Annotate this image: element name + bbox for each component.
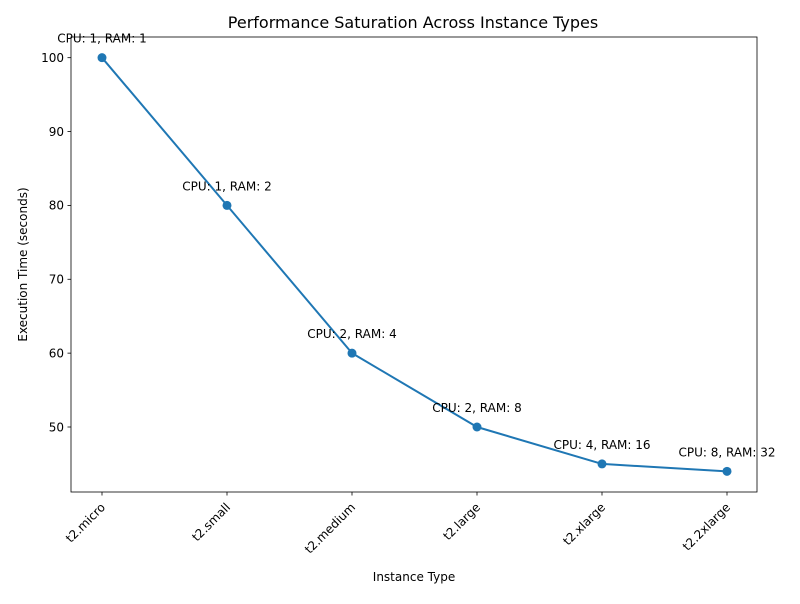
- y-tick-label: 100: [41, 51, 64, 65]
- point-annotation: CPU: 2, RAM: 8: [432, 401, 521, 415]
- y-tick-label: 60: [49, 346, 64, 360]
- data-point-marker: [722, 466, 732, 476]
- y-axis-ticks: 50 60 70 80 90 100: [41, 51, 71, 434]
- point-annotation: CPU: 2, RAM: 4: [307, 327, 396, 341]
- x-axis-label: Instance Type: [373, 570, 455, 584]
- series-line: [101, 56, 728, 473]
- data-point-marker: [222, 200, 232, 210]
- plot-area-frame: [70, 36, 758, 493]
- y-tick-label: 90: [49, 125, 64, 139]
- y-tick-label: 80: [49, 199, 64, 213]
- y-tick-label: 50: [49, 420, 64, 434]
- annotation-layer: CPU: 1, RAM: 1 CPU: 1, RAM: 2 CPU: 2, RAM:…: [57, 32, 775, 460]
- data-point-marker: [472, 422, 482, 432]
- y-tick-label: 70: [49, 273, 64, 287]
- y-axis-label: Execution Time (seconds): [16, 187, 30, 341]
- chart-title: Performance Saturation Across Instance T…: [228, 13, 598, 32]
- data-point-marker: [597, 459, 607, 469]
- point-annotation: CPU: 4, RAM: 16: [553, 438, 650, 452]
- point-annotation: CPU: 1, RAM: 1: [57, 32, 146, 46]
- data-point-marker: [97, 53, 107, 63]
- series-layer: [97, 53, 732, 476]
- point-annotation: CPU: 1, RAM: 2: [182, 179, 271, 193]
- data-point-marker: [347, 348, 357, 358]
- point-annotation: CPU: 8, RAM: 32: [678, 445, 775, 459]
